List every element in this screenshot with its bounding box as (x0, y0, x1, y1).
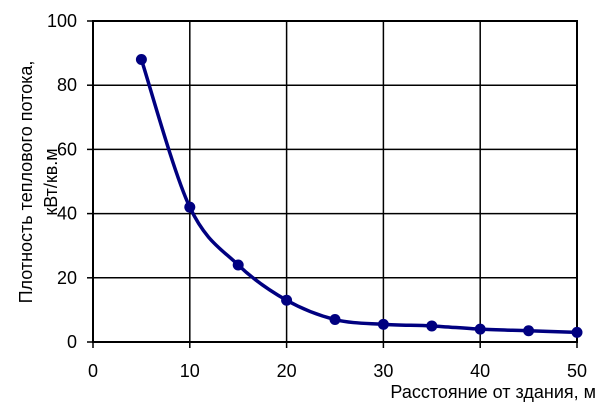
y-axis-title-line2: кВт/кв.м (41, 148, 61, 215)
x-axis-title: Расстояние от здания, м (390, 382, 596, 402)
plot-frame (92, 20, 578, 343)
y-tick-label: 60 (57, 139, 77, 159)
x-tick-label: 0 (88, 361, 98, 381)
data-point (184, 201, 196, 213)
x-tick-label: 50 (567, 361, 587, 381)
data-point (329, 314, 341, 326)
data-point (523, 325, 535, 337)
data-point (474, 323, 486, 335)
x-tick-label: 40 (470, 361, 490, 381)
series-line (139, 58, 578, 335)
data-point (571, 326, 583, 338)
y-axis-title-line1: Плотность теплового потока, (16, 61, 36, 304)
x-tick-label: 10 (180, 361, 200, 381)
y-tick-label: 40 (57, 204, 77, 224)
y-tick-label: 100 (47, 11, 77, 31)
data-point (232, 259, 244, 271)
data-points (135, 54, 583, 338)
tick-labels: 0 10 20 30 40 50 0 20 40 60 80 100 (47, 11, 587, 381)
y-tick-label: 0 (67, 332, 77, 352)
x-tick-label: 20 (277, 361, 297, 381)
y-tick-label: 80 (57, 75, 77, 95)
data-point (135, 54, 147, 66)
data-point (377, 318, 389, 330)
x-tick-label: 30 (373, 361, 393, 381)
data-point (426, 320, 438, 332)
y-tick-label: 20 (57, 268, 77, 288)
axis-ticks (87, 20, 578, 348)
data-point (281, 294, 293, 306)
gridlines (93, 21, 577, 342)
